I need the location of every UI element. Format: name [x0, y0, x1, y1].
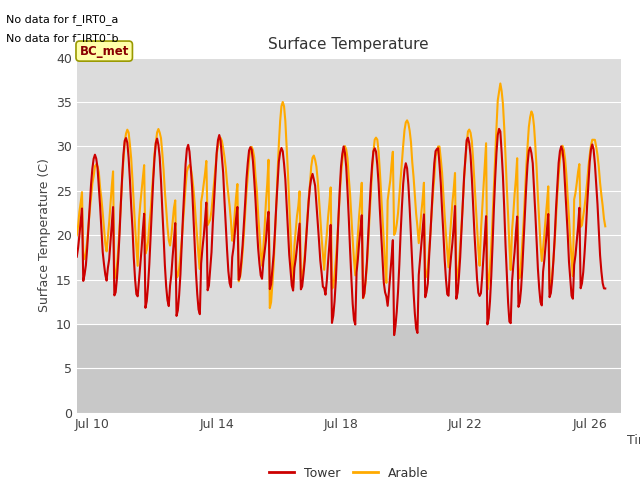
X-axis label: Time: Time — [627, 434, 640, 447]
Title: Surface Temperature: Surface Temperature — [269, 37, 429, 52]
Text: No data for f_IRT0_a: No data for f_IRT0_a — [6, 14, 119, 25]
Bar — [77, 324, 621, 413]
Text: No data for f¯IRT0¯b: No data for f¯IRT0¯b — [6, 34, 119, 44]
Y-axis label: Surface Temperature (C): Surface Temperature (C) — [38, 158, 51, 312]
Text: BC_met: BC_met — [79, 45, 129, 58]
Legend: Tower, Arable: Tower, Arable — [264, 462, 433, 480]
